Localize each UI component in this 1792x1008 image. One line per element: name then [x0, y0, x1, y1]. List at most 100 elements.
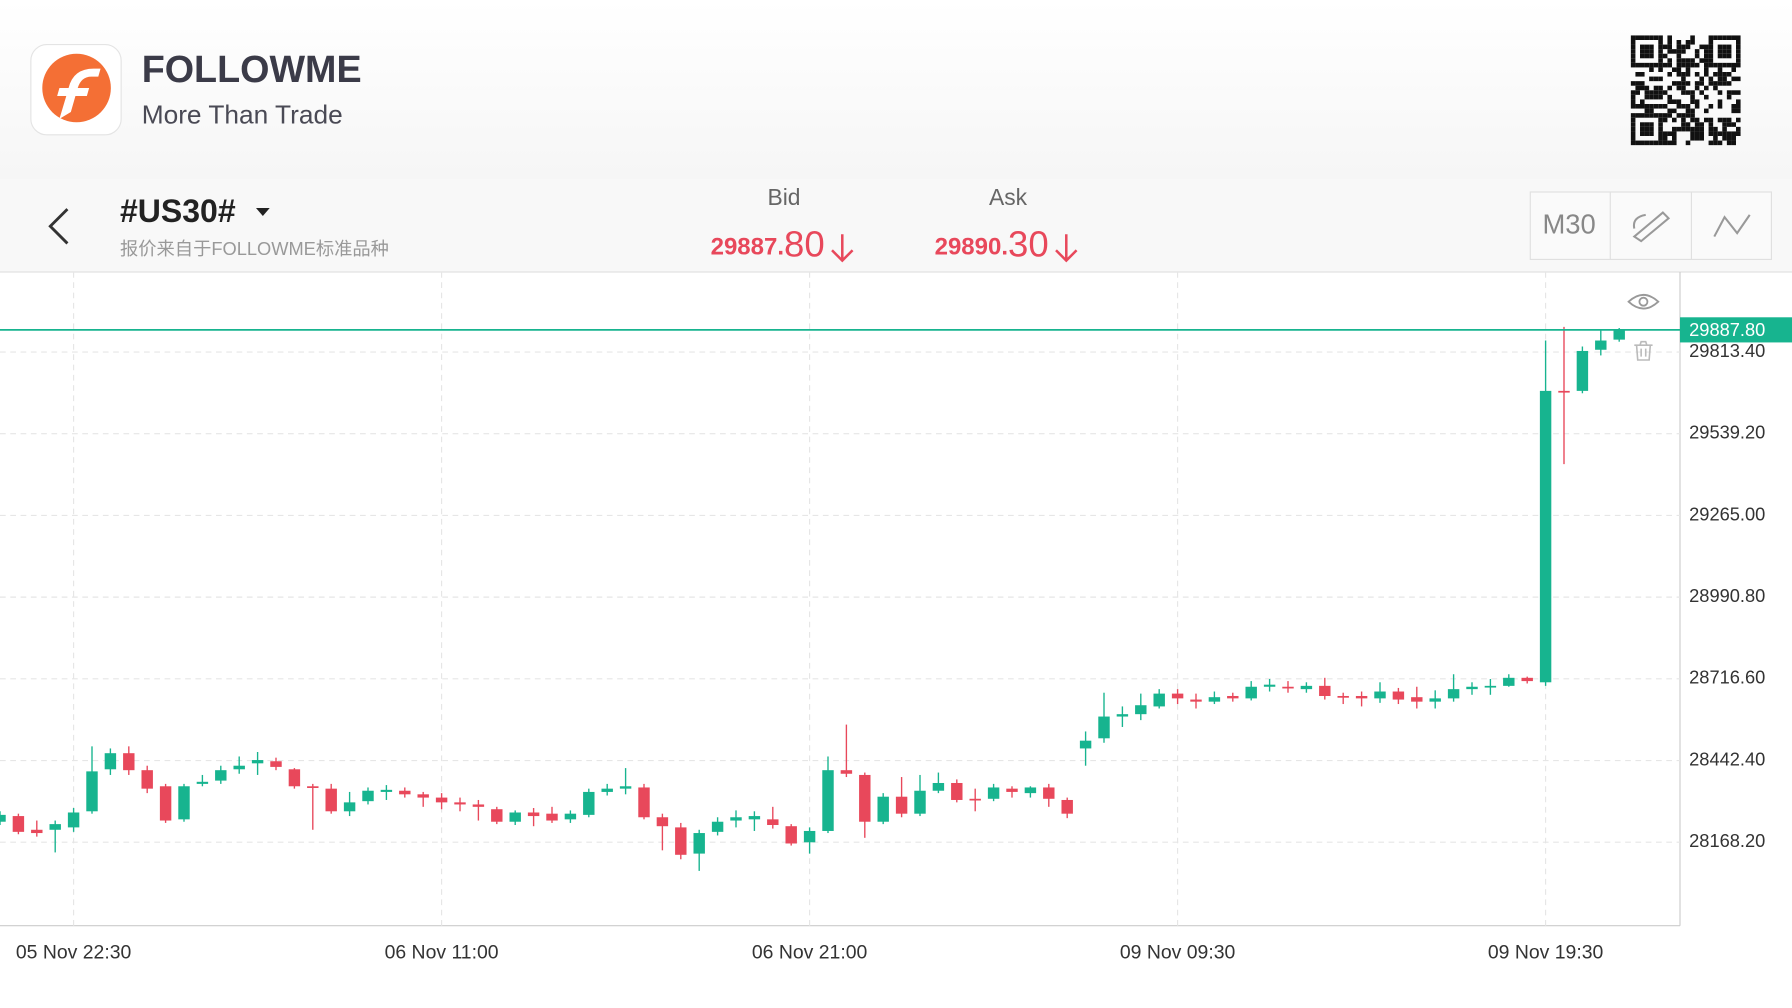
- candle-body: [454, 802, 466, 805]
- qr-module: [1635, 104, 1640, 109]
- candle-body: [1484, 685, 1497, 688]
- qr-module: [1676, 67, 1682, 72]
- y-tick-label: 28990.80: [1689, 585, 1765, 606]
- qr-module: [1717, 81, 1723, 86]
- candle-body: [1429, 698, 1441, 702]
- qr-module: [1736, 90, 1741, 95]
- qr-module: [1630, 49, 1636, 54]
- qr-module: [1635, 90, 1640, 95]
- candle-body: [840, 770, 853, 774]
- qr-module: [1640, 131, 1645, 136]
- eye-icon[interactable]: [1627, 293, 1660, 310]
- qr-module: [1736, 126, 1741, 132]
- qr-module: [1644, 49, 1650, 54]
- qr-module: [1722, 136, 1727, 141]
- qr-module: [1644, 53, 1650, 59]
- x-tick-label: 06 Nov 21:00: [752, 941, 868, 963]
- qr-module: [1708, 122, 1714, 127]
- qr-module: [1658, 131, 1663, 136]
- bid-label: Bid: [767, 184, 800, 210]
- symbol-dropdown[interactable]: [256, 208, 270, 216]
- qr-module: [1672, 131, 1677, 136]
- qr-module: [1736, 104, 1741, 109]
- candle-body: [288, 769, 301, 787]
- qr-module: [1653, 140, 1659, 146]
- qr-module: [1708, 126, 1714, 132]
- symbol[interactable]: #US30#: [120, 193, 236, 229]
- qr-module: [1704, 67, 1709, 72]
- qr-module: [1681, 126, 1686, 132]
- qr-module: [1699, 90, 1704, 95]
- candle-body: [1392, 691, 1405, 700]
- candle-body: [67, 812, 80, 828]
- qr-module: [1649, 131, 1654, 136]
- qr-module: [1635, 81, 1640, 86]
- qr-module: [1644, 122, 1650, 127]
- qr-module: [1640, 126, 1645, 132]
- qr-module: [1676, 40, 1682, 45]
- qr-module: [1694, 49, 1700, 54]
- qr-module: [1644, 126, 1650, 132]
- qr-module: [1649, 94, 1654, 100]
- candle-body: [748, 816, 761, 820]
- candle-body: [1466, 686, 1478, 690]
- qr-module: [1726, 90, 1732, 95]
- qr-module: [1736, 44, 1741, 50]
- qr-module: [1713, 35, 1718, 40]
- candle-body: [159, 786, 172, 821]
- candle-body: [49, 824, 61, 830]
- y-tick-label: 29813.40: [1689, 340, 1765, 361]
- qr-module: [1667, 72, 1672, 77]
- qr-module: [1630, 81, 1636, 86]
- qr-module: [1708, 53, 1714, 59]
- qr-module: [1690, 90, 1695, 95]
- qr-module: [1649, 67, 1654, 72]
- qr-module: [1630, 99, 1636, 104]
- candle-body: [895, 796, 908, 814]
- candle-body: [1227, 695, 1239, 699]
- qr-module: [1694, 53, 1700, 59]
- qr-module: [1653, 104, 1659, 109]
- qr-module: [1694, 126, 1700, 132]
- qr-module: [1644, 94, 1650, 100]
- qr-module: [1731, 62, 1736, 68]
- qr-module: [1685, 62, 1691, 68]
- back-button[interactable]: [48, 208, 69, 245]
- qr-module: [1667, 62, 1672, 68]
- qr-module: [1630, 35, 1636, 40]
- qr-module: [1713, 140, 1718, 146]
- qr-module: [1731, 67, 1736, 72]
- y-tick-label: 28442.40: [1689, 748, 1765, 769]
- qr-module: [1658, 53, 1663, 59]
- qr-module: [1630, 122, 1636, 127]
- qr-module: [1681, 81, 1686, 86]
- qr-module: [1713, 136, 1718, 141]
- candle-body: [1245, 686, 1257, 699]
- draw-tool[interactable]: [1632, 211, 1671, 243]
- qr-module: [1726, 131, 1732, 136]
- qr-module: [1644, 140, 1650, 146]
- candle-body: [270, 761, 282, 767]
- qr-module: [1676, 126, 1682, 132]
- indicator-tool[interactable]: [1713, 214, 1751, 238]
- qr-module: [1667, 35, 1672, 40]
- qr-module: [1653, 76, 1659, 82]
- qr-module: [1653, 113, 1659, 118]
- qr-module: [1690, 108, 1695, 114]
- qr-module: [1699, 126, 1704, 132]
- y-tick-label: 29539.20: [1689, 422, 1765, 443]
- qr-module: [1681, 104, 1686, 109]
- qr-module: [1708, 104, 1714, 109]
- qr-module: [1708, 117, 1714, 123]
- qr-module: [1685, 113, 1691, 118]
- qr-module: [1676, 72, 1682, 77]
- qr-module: [1640, 99, 1645, 104]
- qr-module: [1658, 44, 1663, 50]
- qr-module: [1694, 117, 1700, 123]
- candle-body: [1079, 740, 1092, 749]
- timeframe-button[interactable]: M30: [1542, 209, 1595, 240]
- qr-module: [1630, 113, 1636, 118]
- qr-module: [1694, 99, 1700, 104]
- qr-module: [1658, 76, 1663, 82]
- trash-icon[interactable]: [1634, 340, 1653, 361]
